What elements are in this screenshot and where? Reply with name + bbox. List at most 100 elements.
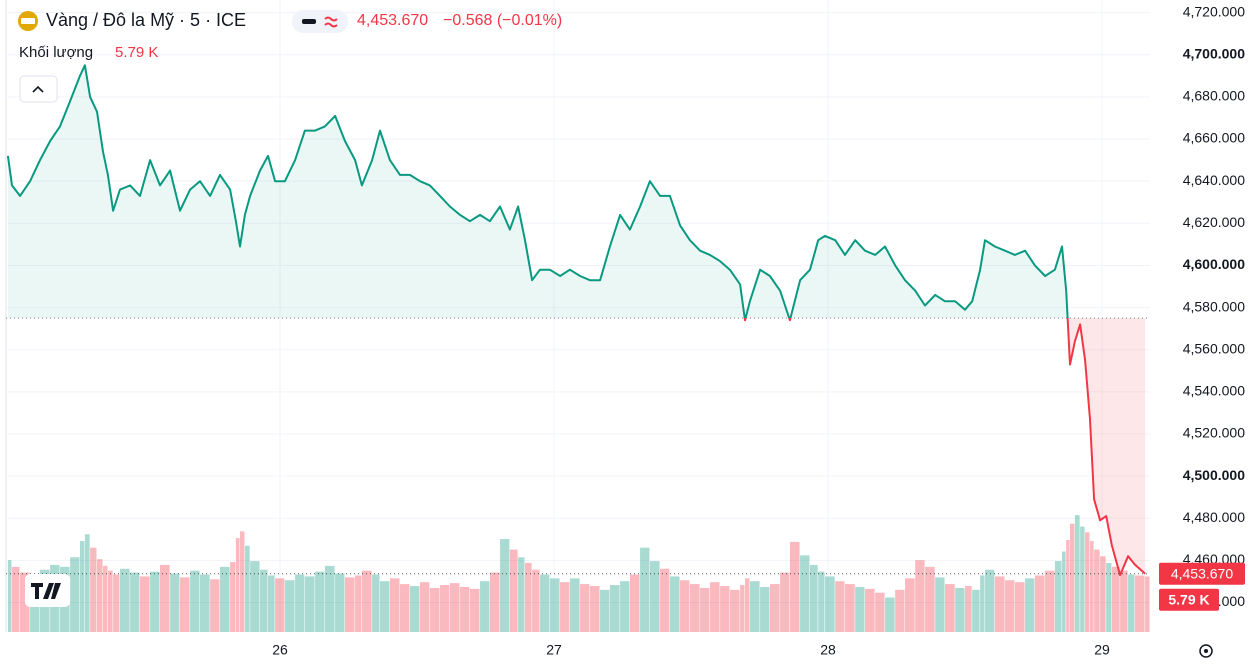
y-tick-label: 4,540.000	[1183, 383, 1245, 399]
volume-bar	[1005, 580, 1015, 632]
legend-price: 4,453.670	[357, 12, 428, 29]
volume-bar	[1145, 576, 1150, 632]
volume-bar	[235, 538, 240, 632]
volume-bar	[915, 560, 925, 632]
volume-bar	[389, 578, 400, 632]
volume-bar	[1094, 549, 1100, 632]
volume-bar	[1080, 526, 1085, 632]
volume-bar	[1054, 561, 1062, 632]
volume-bar	[200, 574, 210, 632]
y-tick-label: 4,620.000	[1183, 214, 1245, 230]
volume-bar	[560, 582, 570, 632]
y-tick-label: 4,560.000	[1183, 340, 1245, 356]
volume-bar	[809, 564, 818, 632]
volume-bar	[90, 547, 97, 632]
logo-mark	[31, 583, 61, 599]
volume-bar	[400, 584, 410, 632]
volume-bar	[170, 573, 180, 632]
volume-bar	[835, 581, 845, 632]
axes: 4,440.0004,460.0004,480.0004,500.0004,52…	[272, 3, 1245, 657]
x-tick-label: 29	[1094, 642, 1110, 658]
volume-bar	[1066, 540, 1070, 632]
x-tick-label: 26	[272, 642, 288, 658]
volume-bar	[749, 581, 760, 632]
volume-bar	[1074, 515, 1080, 632]
volume-bar	[620, 581, 630, 632]
settings-button[interactable]	[1199, 644, 1213, 658]
volume-bar	[1089, 540, 1094, 632]
price-tag-label: 4,453.670	[1171, 565, 1233, 581]
volume-bar	[600, 589, 610, 632]
volume-bar	[139, 576, 150, 632]
volume-bar	[84, 534, 90, 632]
volume-bar	[361, 570, 372, 632]
volume-bar	[1120, 570, 1128, 632]
volume-bar	[250, 561, 260, 632]
volume-bar	[480, 581, 490, 632]
y-tick-label: 4,720.000	[1183, 3, 1245, 19]
volume-bar	[885, 597, 895, 632]
volume-bar	[800, 555, 810, 632]
collapse-button[interactable]	[19, 75, 58, 103]
volume-bar	[244, 545, 250, 632]
price-line	[6, 64, 1146, 577]
volume-bar	[935, 577, 945, 632]
volume-bar	[789, 541, 800, 632]
volume-bar	[103, 565, 108, 632]
volume-bar	[980, 575, 985, 632]
volume-bar	[1100, 556, 1106, 632]
volume-bar	[875, 592, 885, 632]
x-tick-label: 28	[820, 642, 836, 658]
volume-bar	[12, 566, 20, 632]
y-tick-label: 4,600.000	[1183, 256, 1245, 272]
volume-bar	[580, 584, 590, 632]
settings-icon	[1199, 644, 1213, 658]
y-tick-label: 4,500.000	[1183, 467, 1245, 483]
volume-bar	[267, 575, 275, 632]
y-tick-label: 4,480.000	[1183, 509, 1245, 525]
volume-bar	[324, 565, 335, 632]
volume-bar	[240, 531, 245, 632]
volume-bar	[70, 557, 80, 632]
volume-bar	[179, 577, 190, 632]
volume-tag	[1159, 588, 1219, 611]
y-tick-label: 4,680.000	[1183, 88, 1245, 104]
volume-bar	[518, 557, 525, 632]
y-tick-label: 4,700.000	[1183, 45, 1245, 61]
volume-bar	[524, 563, 532, 632]
status-dash	[302, 19, 316, 24]
volume-bar	[740, 585, 745, 632]
volume-bar	[190, 570, 200, 632]
volume-bar	[985, 569, 995, 632]
volume-bar	[629, 574, 640, 632]
volume-bar	[925, 566, 935, 632]
volume-bar	[905, 578, 915, 632]
volume-bar	[220, 566, 230, 632]
volume-bar	[1062, 551, 1066, 632]
volume-bar	[1069, 523, 1075, 632]
collapse-chevron	[32, 85, 44, 93]
volume-bar	[855, 586, 865, 632]
volume-bar	[709, 582, 720, 632]
volume-bar	[972, 589, 980, 632]
volume-bar	[107, 570, 113, 632]
volume-bar	[669, 576, 680, 632]
volume-bar	[344, 577, 355, 632]
volume-bar	[119, 568, 130, 632]
volume-bar	[769, 584, 780, 632]
volume-bar	[355, 575, 362, 632]
status-pill[interactable]	[292, 10, 348, 33]
volume-bar	[945, 584, 955, 632]
volume-bar	[1085, 532, 1090, 632]
volume-bar	[1134, 575, 1145, 632]
volume-bar	[895, 589, 905, 632]
volume-bar	[469, 588, 480, 632]
volume-bar	[780, 572, 790, 632]
volume-bar	[818, 571, 825, 632]
volume-bar	[19, 572, 30, 632]
volume-bar	[589, 586, 600, 632]
volume-bar	[449, 583, 460, 632]
volume-bar	[955, 587, 965, 632]
symbol-title[interactable]: Vàng / Đô la Mỹ · 5 · ICE	[46, 10, 246, 30]
volume-bar	[689, 584, 700, 632]
